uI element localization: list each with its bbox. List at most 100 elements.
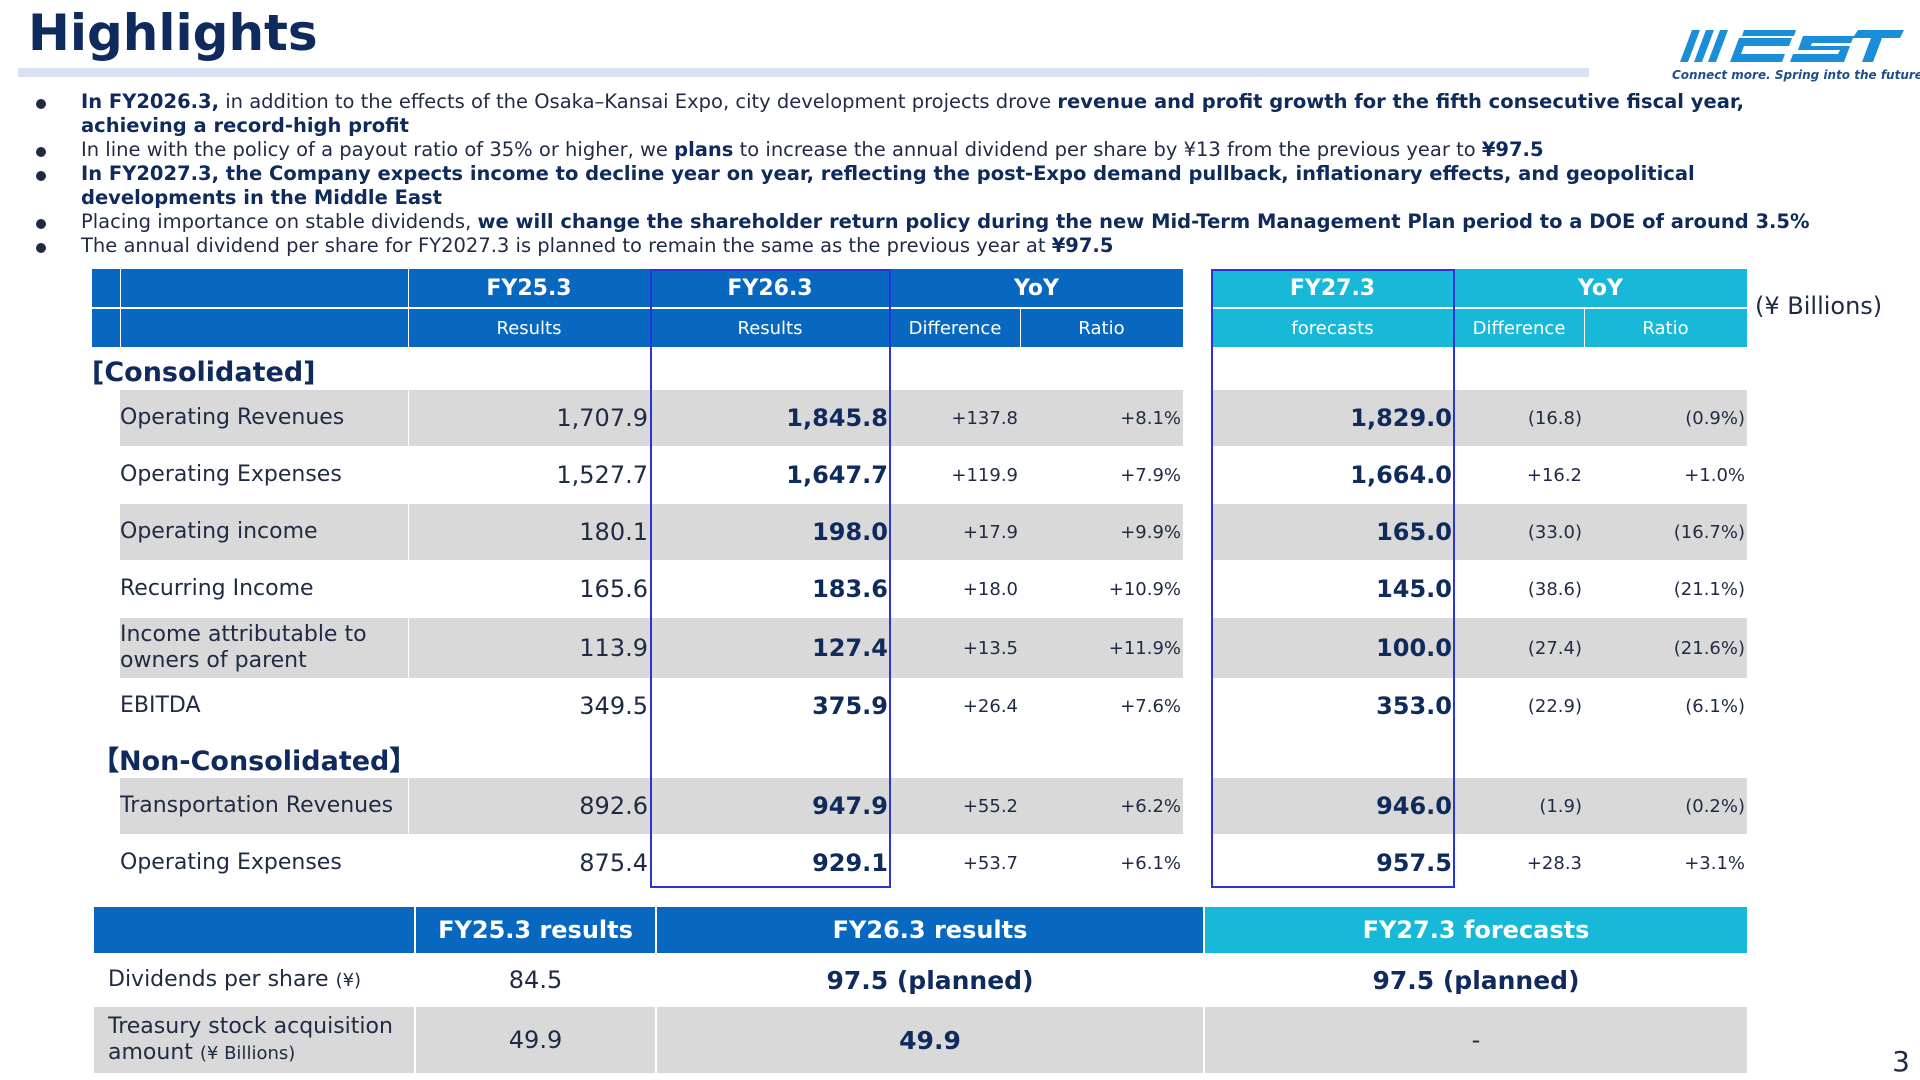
header-fy25: FY25.3 (408, 269, 650, 307)
row-band (1205, 1007, 1747, 1073)
header-divider (890, 269, 891, 347)
cell-fy27: 145.0 (1376, 575, 1452, 603)
returns-header-fy27: FY27.3 forecasts (1205, 907, 1747, 953)
bullet-emphasis-text: we will change the shareholder return po… (477, 210, 1810, 233)
cell-ratio-forecast: (0.9%) (1685, 407, 1745, 429)
row-label: Operating Expenses (120, 462, 342, 487)
cell-difference: +55.2 (962, 795, 1018, 817)
west-logo-icon (1680, 30, 1904, 62)
returns-header-fy25: FY25.3 results (416, 907, 655, 953)
header-divider (408, 269, 409, 347)
returns-cell-fy25: 49.9 (508, 1026, 563, 1054)
subheader-forecasts: forecasts (1211, 309, 1454, 347)
cell-fy26: 127.4 (812, 634, 888, 662)
cell-difference-forecast: (1.9) (1539, 795, 1582, 817)
cell-fy26: 1,845.8 (786, 404, 888, 432)
cell-fy26: 375.9 (812, 692, 888, 720)
cell-fy27: 165.0 (1376, 518, 1452, 546)
row-band (1211, 778, 1747, 834)
cell-fy27: 957.5 (1376, 849, 1452, 877)
bullet-dot-icon (36, 219, 46, 229)
cell-difference: +137.8 (951, 407, 1018, 429)
header-bar-dark (92, 269, 1183, 307)
cell-fy25: 113.9 (579, 634, 648, 662)
cell-ratio-forecast: (21.6%) (1673, 637, 1745, 659)
logo-tagline: Connect more. Spring into the future. (1672, 68, 1920, 82)
row-label: Operating Expenses (120, 850, 342, 875)
row-band (120, 504, 1183, 560)
cell-fy26: 1,647.7 (786, 461, 888, 489)
bullet-text: Placing importance on stable dividends, (81, 210, 478, 233)
row-band (120, 778, 1183, 834)
returns-header-fy26: FY26.3 results (657, 907, 1203, 953)
cell-fy26: 198.0 (812, 518, 888, 546)
subheader-results-fy25: Results (408, 309, 650, 347)
cell-fy25: 165.6 (579, 575, 648, 603)
highlight-bullet: Placing importance on stable dividends, … (36, 210, 1816, 234)
subheader-ratio-forecast: Ratio (1584, 309, 1747, 347)
header-yoy: YoY (890, 269, 1183, 307)
row-divider (408, 504, 409, 560)
subheader-bar-dark (92, 309, 1183, 347)
subheader-results-fy26: Results (650, 309, 890, 347)
header-divider (120, 269, 121, 347)
cell-ratio-forecast: +1.0% (1684, 464, 1745, 486)
returns-cell-fy26: 49.9 (899, 1025, 961, 1055)
cell-difference-forecast: (22.9) (1527, 695, 1582, 717)
returns-label-unit: (¥) (335, 969, 362, 991)
cell-ratio: +11.9% (1108, 637, 1181, 659)
bullet-emphasis-text: plans (674, 138, 734, 161)
bullet-emphasis-text: ¥97.5 (1051, 234, 1114, 257)
returns-cell-fy27: - (1471, 1026, 1481, 1054)
cell-ratio: +10.9% (1108, 578, 1181, 600)
row-band (94, 1007, 414, 1073)
header-divider (1020, 309, 1021, 347)
page-title: Highlights (28, 4, 318, 62)
cell-fy25: 875.4 (579, 849, 648, 877)
cell-difference: +26.4 (962, 695, 1018, 717)
row-label: Income attributable to owners of parent (120, 622, 367, 673)
cell-ratio-forecast: +3.1% (1684, 852, 1745, 874)
returns-cell-fy25: 84.5 (508, 966, 563, 994)
row-band (657, 1007, 1203, 1073)
fy27-highlight-outline (1211, 269, 1455, 888)
bullet-text: in addition to the effects of the Osaka–… (219, 90, 1058, 113)
subheader-bar-cyan (1211, 309, 1747, 347)
cell-fy26: 947.9 (812, 792, 888, 820)
header-divider (1454, 269, 1455, 347)
header-divider (1584, 309, 1585, 347)
row-band (1211, 504, 1747, 560)
title-underline (18, 68, 1589, 77)
cell-fy25: 180.1 (579, 518, 648, 546)
cell-fy27: 946.0 (1376, 792, 1452, 820)
header-divider (650, 269, 651, 347)
bullet-dot-icon (36, 243, 46, 253)
section-non-consolidated: 【Non-Consolidated】 (92, 745, 417, 777)
bullet-dot-icon (36, 171, 46, 181)
cell-fy27: 1,829.0 (1350, 404, 1452, 432)
page-number: 3 (1892, 1045, 1910, 1078)
highlight-bullet: The annual dividend per share for FY2027… (36, 234, 1816, 258)
returns-cell-fy26: 97.5 (planned) (826, 965, 1034, 995)
subheader-ratio: Ratio (1020, 309, 1183, 347)
row-band (1211, 390, 1747, 446)
cell-ratio: +6.1% (1120, 852, 1181, 874)
cell-fy25: 1,527.7 (556, 461, 648, 489)
returns-label-text: Dividends per share (108, 966, 336, 992)
returns-cell-fy27: 97.5 (planned) (1372, 965, 1580, 995)
row-band (120, 390, 1183, 446)
returns-header-blank (94, 907, 414, 953)
cell-difference: +13.5 (962, 637, 1018, 659)
cell-difference-forecast: (16.8) (1527, 407, 1582, 429)
bullet-emphasis-text: In FY2027.3, the Company expects income … (81, 162, 1695, 209)
cell-difference-forecast: (33.0) (1527, 521, 1582, 543)
bullet-emphasis-text: In FY2026.3, (81, 90, 220, 113)
returns-label-text: Treasury stock acquisition amount (108, 1013, 393, 1065)
header-fy27: FY27.3 (1211, 269, 1454, 307)
row-band (120, 618, 1183, 678)
cell-ratio-forecast: (16.7%) (1673, 521, 1745, 543)
row-divider (408, 778, 409, 834)
cell-ratio-forecast: (0.2%) (1685, 795, 1745, 817)
bullet-text: The annual dividend per share for FY2027… (81, 234, 1052, 257)
cell-fy27: 353.0 (1376, 692, 1452, 720)
